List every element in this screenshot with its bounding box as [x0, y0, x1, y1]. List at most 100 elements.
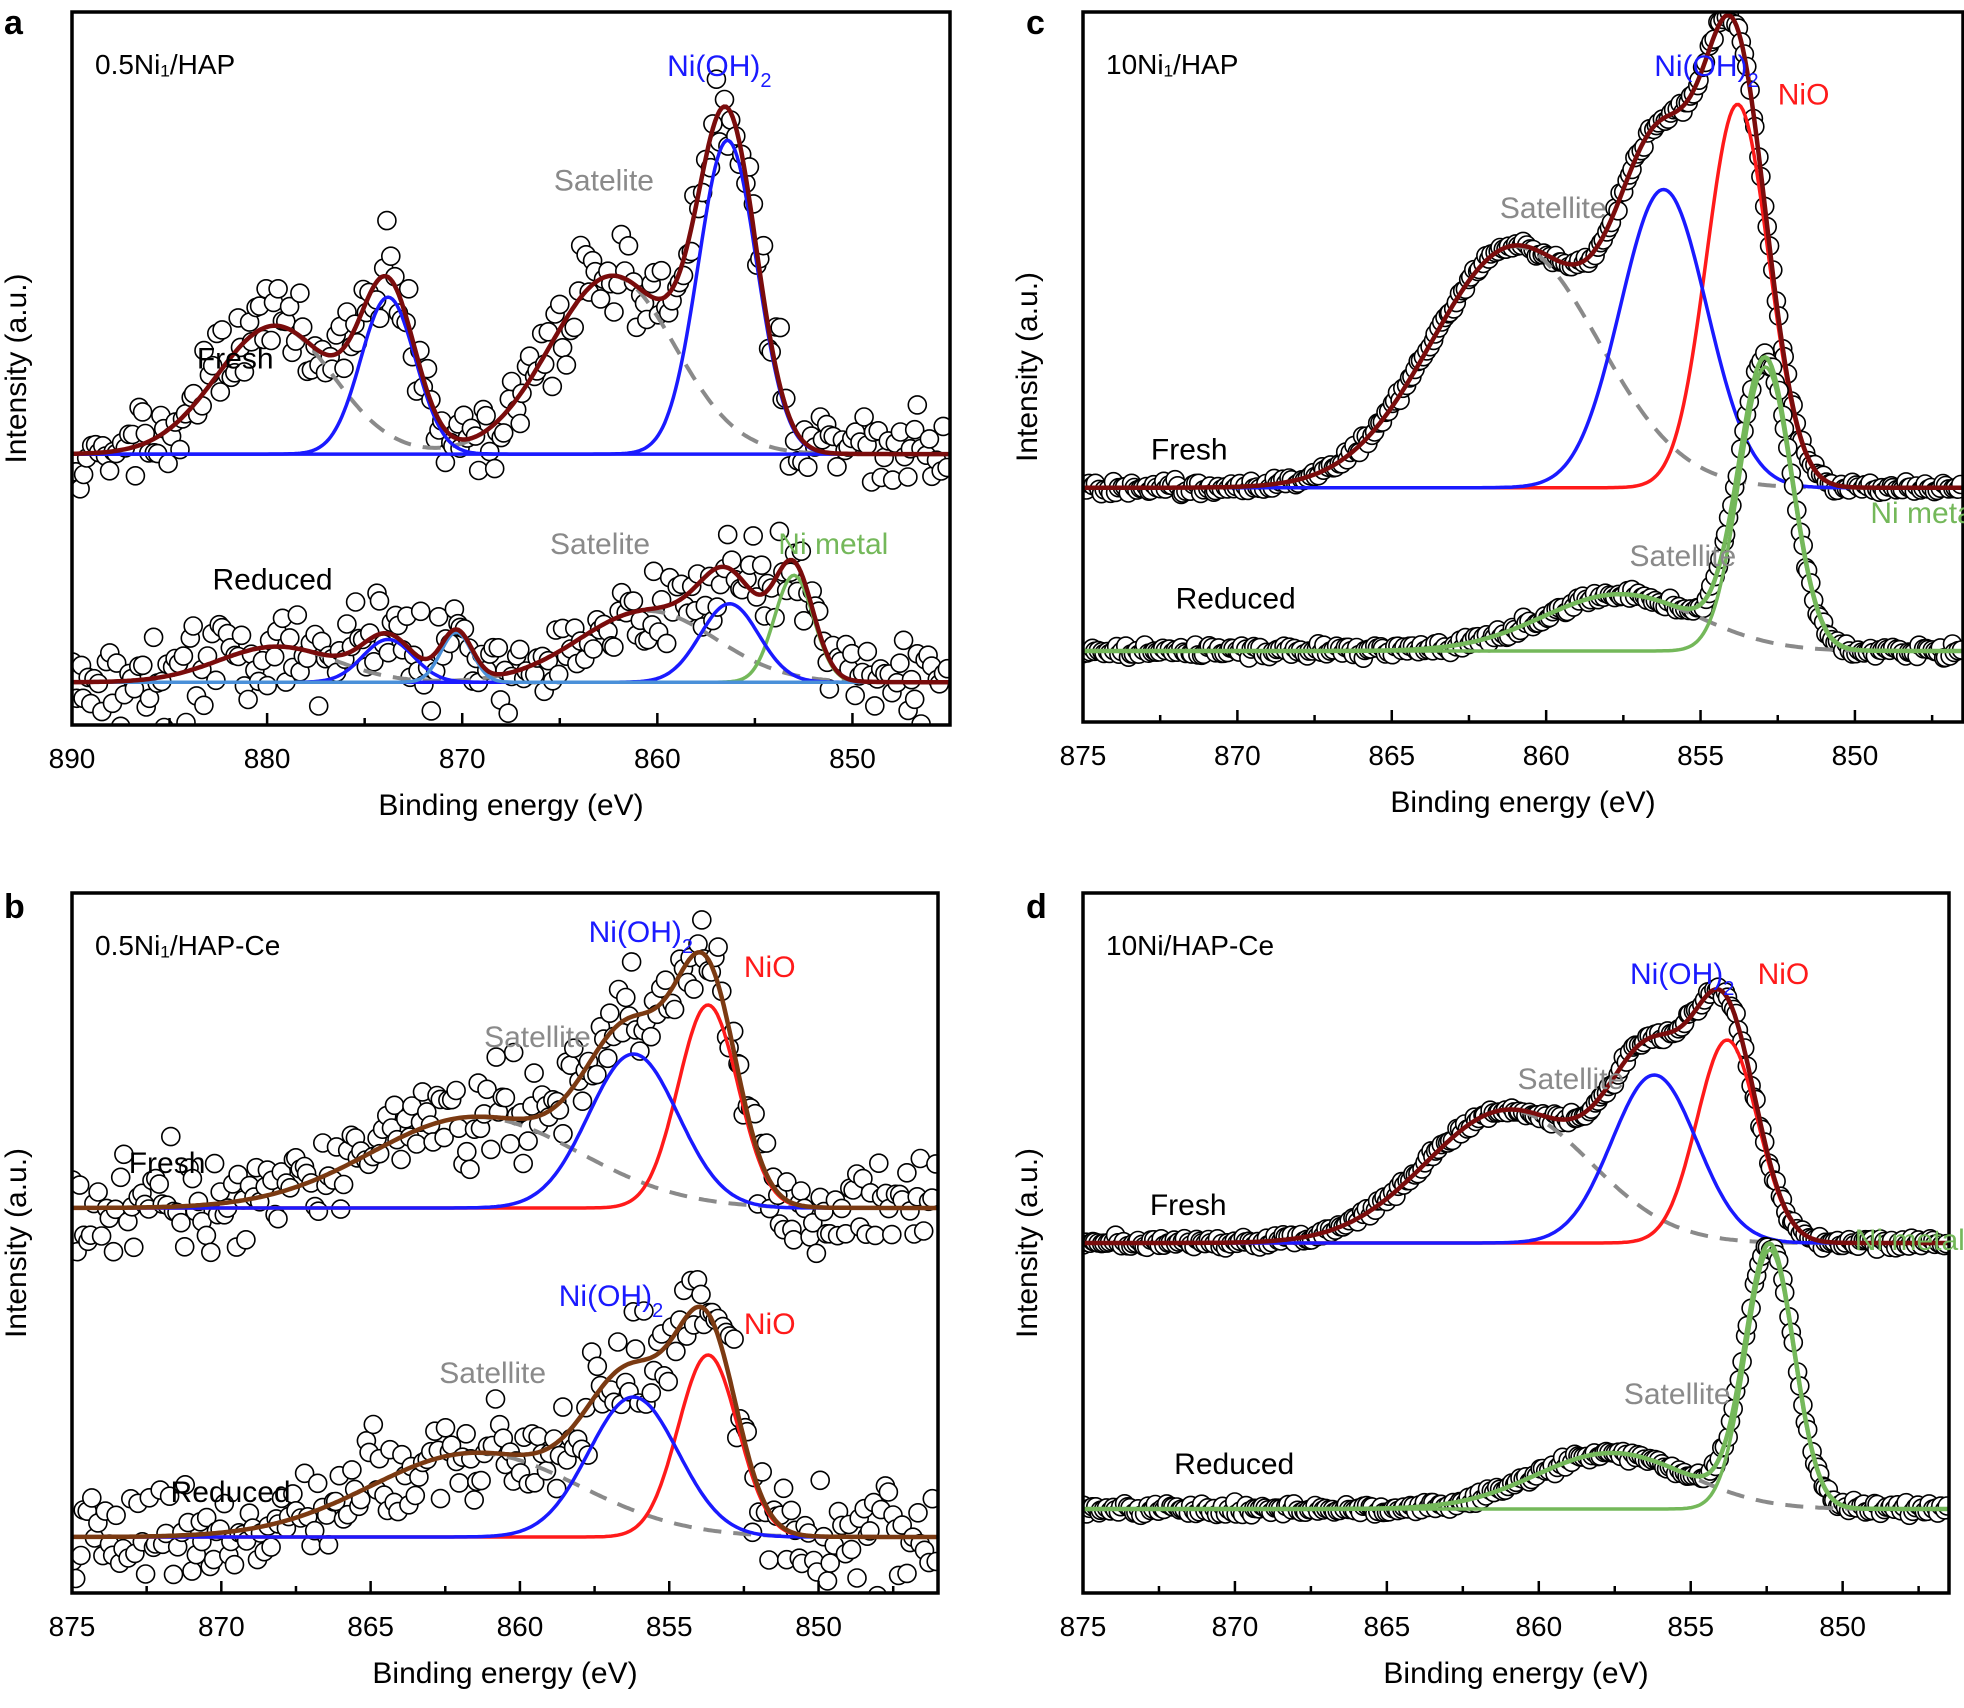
data-point	[279, 296, 300, 317]
x-tick-label: 850	[795, 1611, 842, 1642]
y-axis-label: Intensity (a.u.)	[0, 1148, 33, 1338]
data-point	[901, 669, 922, 690]
x-tick-label: 860	[497, 1611, 544, 1642]
data-point	[231, 625, 252, 646]
data-point	[590, 289, 611, 309]
data-point	[553, 1124, 573, 1144]
annotation-label: Satellite	[1518, 1063, 1625, 1096]
data-point	[481, 1139, 501, 1160]
data-point	[176, 712, 196, 725]
data-point	[304, 1520, 325, 1541]
markers-fresh	[72, 69, 950, 499]
data-point	[691, 1284, 711, 1305]
data-point	[196, 1507, 217, 1528]
data-point	[881, 1224, 902, 1245]
data-point	[528, 1426, 548, 1447]
x-tick-label: 870	[198, 1611, 245, 1642]
data-point	[435, 452, 456, 473]
x-tick-label: 855	[1677, 740, 1724, 771]
data-point	[641, 1026, 661, 1047]
panel-c: c 875 870 865 860 855 850 Binding energy (eV) In…	[1011, 4, 1964, 819]
data-point	[345, 592, 366, 612]
x-tick-label: 855	[646, 1611, 693, 1642]
data-point	[563, 1038, 584, 1058]
data-point	[72, 1545, 91, 1566]
data-point	[206, 670, 226, 691]
data-point	[214, 1493, 235, 1514]
plot-area	[72, 69, 950, 725]
data-point	[464, 1490, 485, 1510]
plot-area	[1083, 12, 1963, 669]
data-point	[827, 456, 847, 477]
annotation-label: Fresh	[1151, 433, 1228, 466]
x-tick-label: 860	[634, 743, 681, 774]
data-point	[114, 1144, 134, 1165]
data-point	[857, 641, 878, 662]
data-point	[599, 1003, 620, 1024]
annotation-label: Satellite	[439, 1357, 546, 1390]
data-point	[926, 1154, 938, 1174]
data-point	[564, 317, 585, 338]
x-axis-label: Binding energy (eV)	[1383, 1657, 1648, 1690]
data-point	[743, 526, 764, 546]
data-point	[308, 696, 329, 716]
data-point	[897, 1563, 917, 1584]
sample-title: 10Ni₁/HAP	[1106, 49, 1238, 80]
data-point	[149, 1174, 169, 1194]
data-point	[658, 1371, 679, 1392]
data-point	[163, 1564, 184, 1585]
light_blue-component-curve	[72, 630, 950, 684]
data-point	[907, 395, 928, 415]
data-point	[552, 337, 573, 358]
data-point	[73, 464, 94, 485]
plot-frame	[1081, 891, 1951, 1595]
data-point	[583, 639, 604, 659]
data-point	[132, 402, 153, 422]
data-point	[503, 1042, 524, 1063]
data-point	[133, 655, 153, 676]
data-point	[498, 703, 519, 724]
data-point	[500, 1134, 521, 1154]
data-point	[484, 458, 505, 479]
data-point	[224, 1554, 245, 1575]
data-point	[587, 1064, 607, 1085]
data-point	[1937, 1496, 1949, 1516]
niOH2-component-curve	[72, 295, 950, 456]
data-point	[513, 1153, 534, 1174]
data-point	[542, 376, 563, 397]
plot-area	[1083, 977, 1949, 1526]
data-point	[446, 1080, 466, 1101]
data-point	[161, 1126, 181, 1147]
data-point	[363, 1414, 384, 1435]
data-point	[110, 716, 131, 725]
data-point	[878, 1482, 899, 1502]
data-point	[182, 1561, 202, 1581]
x-tick-label: 875	[1060, 740, 1107, 771]
data-point	[99, 460, 120, 481]
data-point	[604, 302, 624, 322]
data-point	[495, 1087, 516, 1108]
data-point	[106, 1505, 126, 1526]
data-point	[174, 1237, 195, 1257]
data-point	[770, 317, 791, 338]
data-point	[261, 1537, 281, 1557]
data-point	[868, 1153, 889, 1173]
markers-reduced	[1083, 343, 1963, 669]
data-point	[549, 294, 570, 315]
data-point	[691, 910, 712, 930]
data-point	[797, 457, 818, 478]
panel-b: b 875 870 865 860 855 850 Binding energy (eV) In…	[0, 888, 940, 1690]
data-point	[369, 591, 390, 611]
x-tick-label: 875	[1060, 1611, 1107, 1642]
data-point	[717, 524, 738, 545]
annotation-label: Satellite	[1624, 1378, 1731, 1411]
plot-frame	[70, 891, 940, 1595]
data-point	[666, 1341, 686, 1362]
data-point	[194, 340, 214, 361]
data-point	[625, 1339, 646, 1359]
data-point	[380, 246, 401, 267]
data-point	[621, 952, 642, 972]
envelope-fit-fresh	[72, 104, 950, 457]
panel-letter: a	[4, 4, 24, 42]
